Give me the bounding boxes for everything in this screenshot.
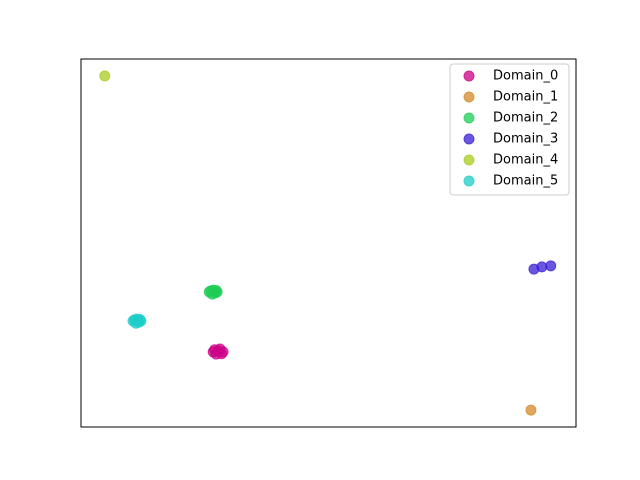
- legend-marker: [463, 70, 475, 82]
- legend-marker: [463, 154, 475, 166]
- point: [210, 284, 222, 296]
- legend-label: Domain_0: [493, 69, 558, 84]
- legend-marker: [463, 133, 475, 145]
- legend-label: Domain_5: [493, 174, 558, 189]
- point: [536, 261, 548, 273]
- point: [525, 404, 537, 416]
- legend-label: Domain_1: [493, 90, 558, 105]
- legend-box: [449, 63, 570, 196]
- point: [99, 70, 111, 82]
- point: [216, 348, 228, 360]
- legend-marker: [463, 112, 475, 124]
- legend-marker: [463, 175, 475, 187]
- plot-frame: [80, 58, 577, 428]
- point: [134, 314, 146, 326]
- legend-label: Domain_2: [493, 111, 558, 126]
- legend-label: Domain_3: [493, 132, 558, 147]
- point: [545, 260, 557, 272]
- legend-marker: [463, 91, 475, 103]
- legend-label: Domain_4: [493, 153, 558, 168]
